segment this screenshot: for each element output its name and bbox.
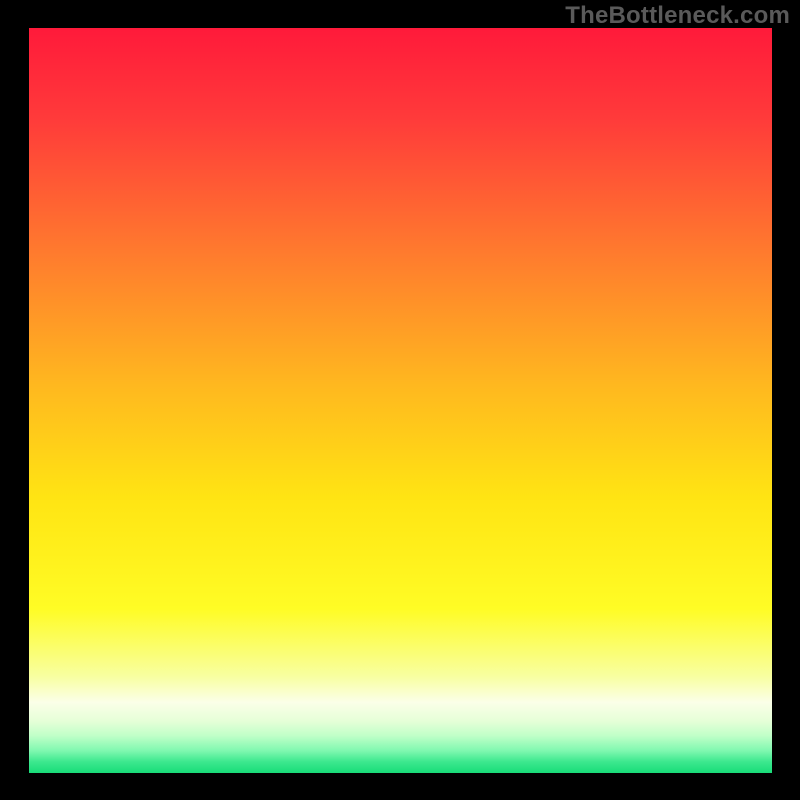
gradient-background [29, 28, 772, 773]
watermark-text: TheBottleneck.com [565, 2, 790, 30]
chart-container: TheBottleneck.com [0, 0, 800, 800]
bottleneck-curve-chart [29, 28, 772, 773]
